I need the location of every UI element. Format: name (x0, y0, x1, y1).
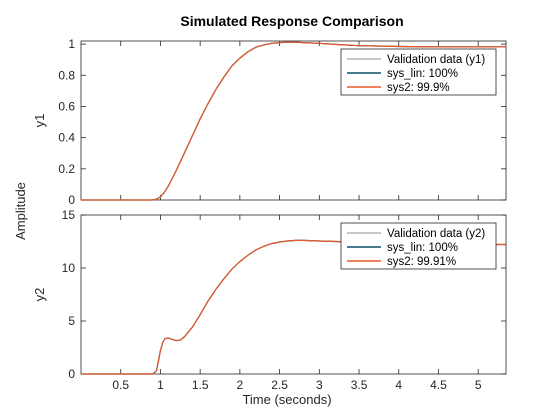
legend-entry: Validation data (y2) (387, 228, 485, 240)
legend: Validation data (y1) sys_lin: 100% sys2: 9… (340, 48, 497, 96)
y-tick-label: 0.4 (58, 131, 75, 145)
x-tick-label: 2 (237, 378, 244, 392)
x-tick-label: 1.5 (192, 378, 209, 392)
chart-title: Simulated Response Comparison (180, 13, 403, 29)
y-tick-label: 1 (68, 37, 75, 51)
x-tick-label: 4 (395, 378, 402, 392)
legend-entry: sys_lin: 100% (387, 68, 458, 80)
y-tick-label: 0 (68, 193, 75, 207)
y-tick-label: 5 (68, 314, 75, 328)
x-tick-label: 0.5 (112, 378, 129, 392)
y-tick-label: 0.6 (58, 99, 75, 113)
x-tick-label: 3.5 (351, 378, 368, 392)
legend-entry: sys2: 99.9% (387, 82, 450, 94)
subplot-y-label: y2 (32, 288, 47, 302)
y-tick-label: 0 (68, 367, 75, 381)
subplot-2: 0 5 10 15 0.5 1 1.5 2 2.5 3 3.5 4 4.5 5 y2 Validation d… (32, 208, 507, 392)
y-tick-label: 15 (62, 208, 76, 222)
y-tick-label: 0.8 (58, 68, 75, 82)
x-tick-label: 1 (157, 378, 164, 392)
x-tick-label: 5 (475, 378, 482, 392)
y-axis-label-amplitude: Amplitude (13, 182, 28, 240)
x-tick-label: 4.5 (430, 378, 447, 392)
plot-area: 0 0.2 0.4 0.6 0.8 1 y1 Validation data (y1) sys_… (32, 37, 507, 392)
series-sys2-line (81, 41, 506, 201)
x-tick-label: 3 (316, 378, 323, 392)
series-sys2-line (81, 239, 506, 375)
subplot-1: 0 0.2 0.4 0.6 0.8 1 y1 Validation data (y1) sys_… (32, 37, 507, 207)
subplot-y-label: y1 (32, 114, 47, 128)
x-axis-label: Time (seconds) (242, 392, 331, 407)
y-tick-label: 10 (62, 261, 76, 275)
x-tick-label: 2.5 (271, 378, 288, 392)
legend-entry: sys_lin: 100% (387, 242, 458, 254)
legend-entry: sys2: 99.91% (387, 256, 456, 268)
y-tick-label: 0.2 (58, 162, 75, 176)
legend: Validation data (y2) sys_lin: 100% sys2: 9… (340, 222, 497, 270)
legend-entry: Validation data (y1) (387, 54, 485, 66)
